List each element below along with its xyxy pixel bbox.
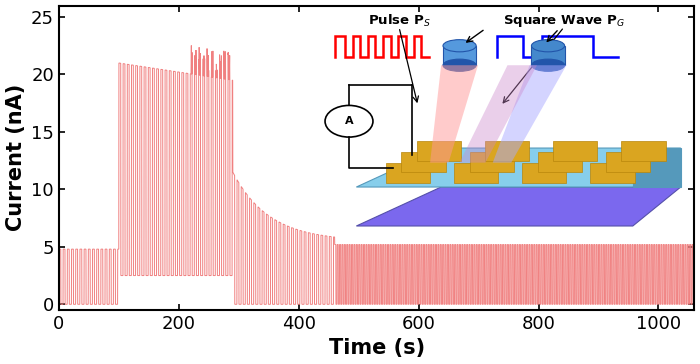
Text: Square Wave P$_G$: Square Wave P$_G$ — [503, 13, 625, 29]
Y-axis label: Current (nA): Current (nA) — [6, 84, 26, 232]
X-axis label: Time (s): Time (s) — [328, 339, 425, 359]
Text: Pulse P$_S$: Pulse P$_S$ — [368, 13, 430, 29]
